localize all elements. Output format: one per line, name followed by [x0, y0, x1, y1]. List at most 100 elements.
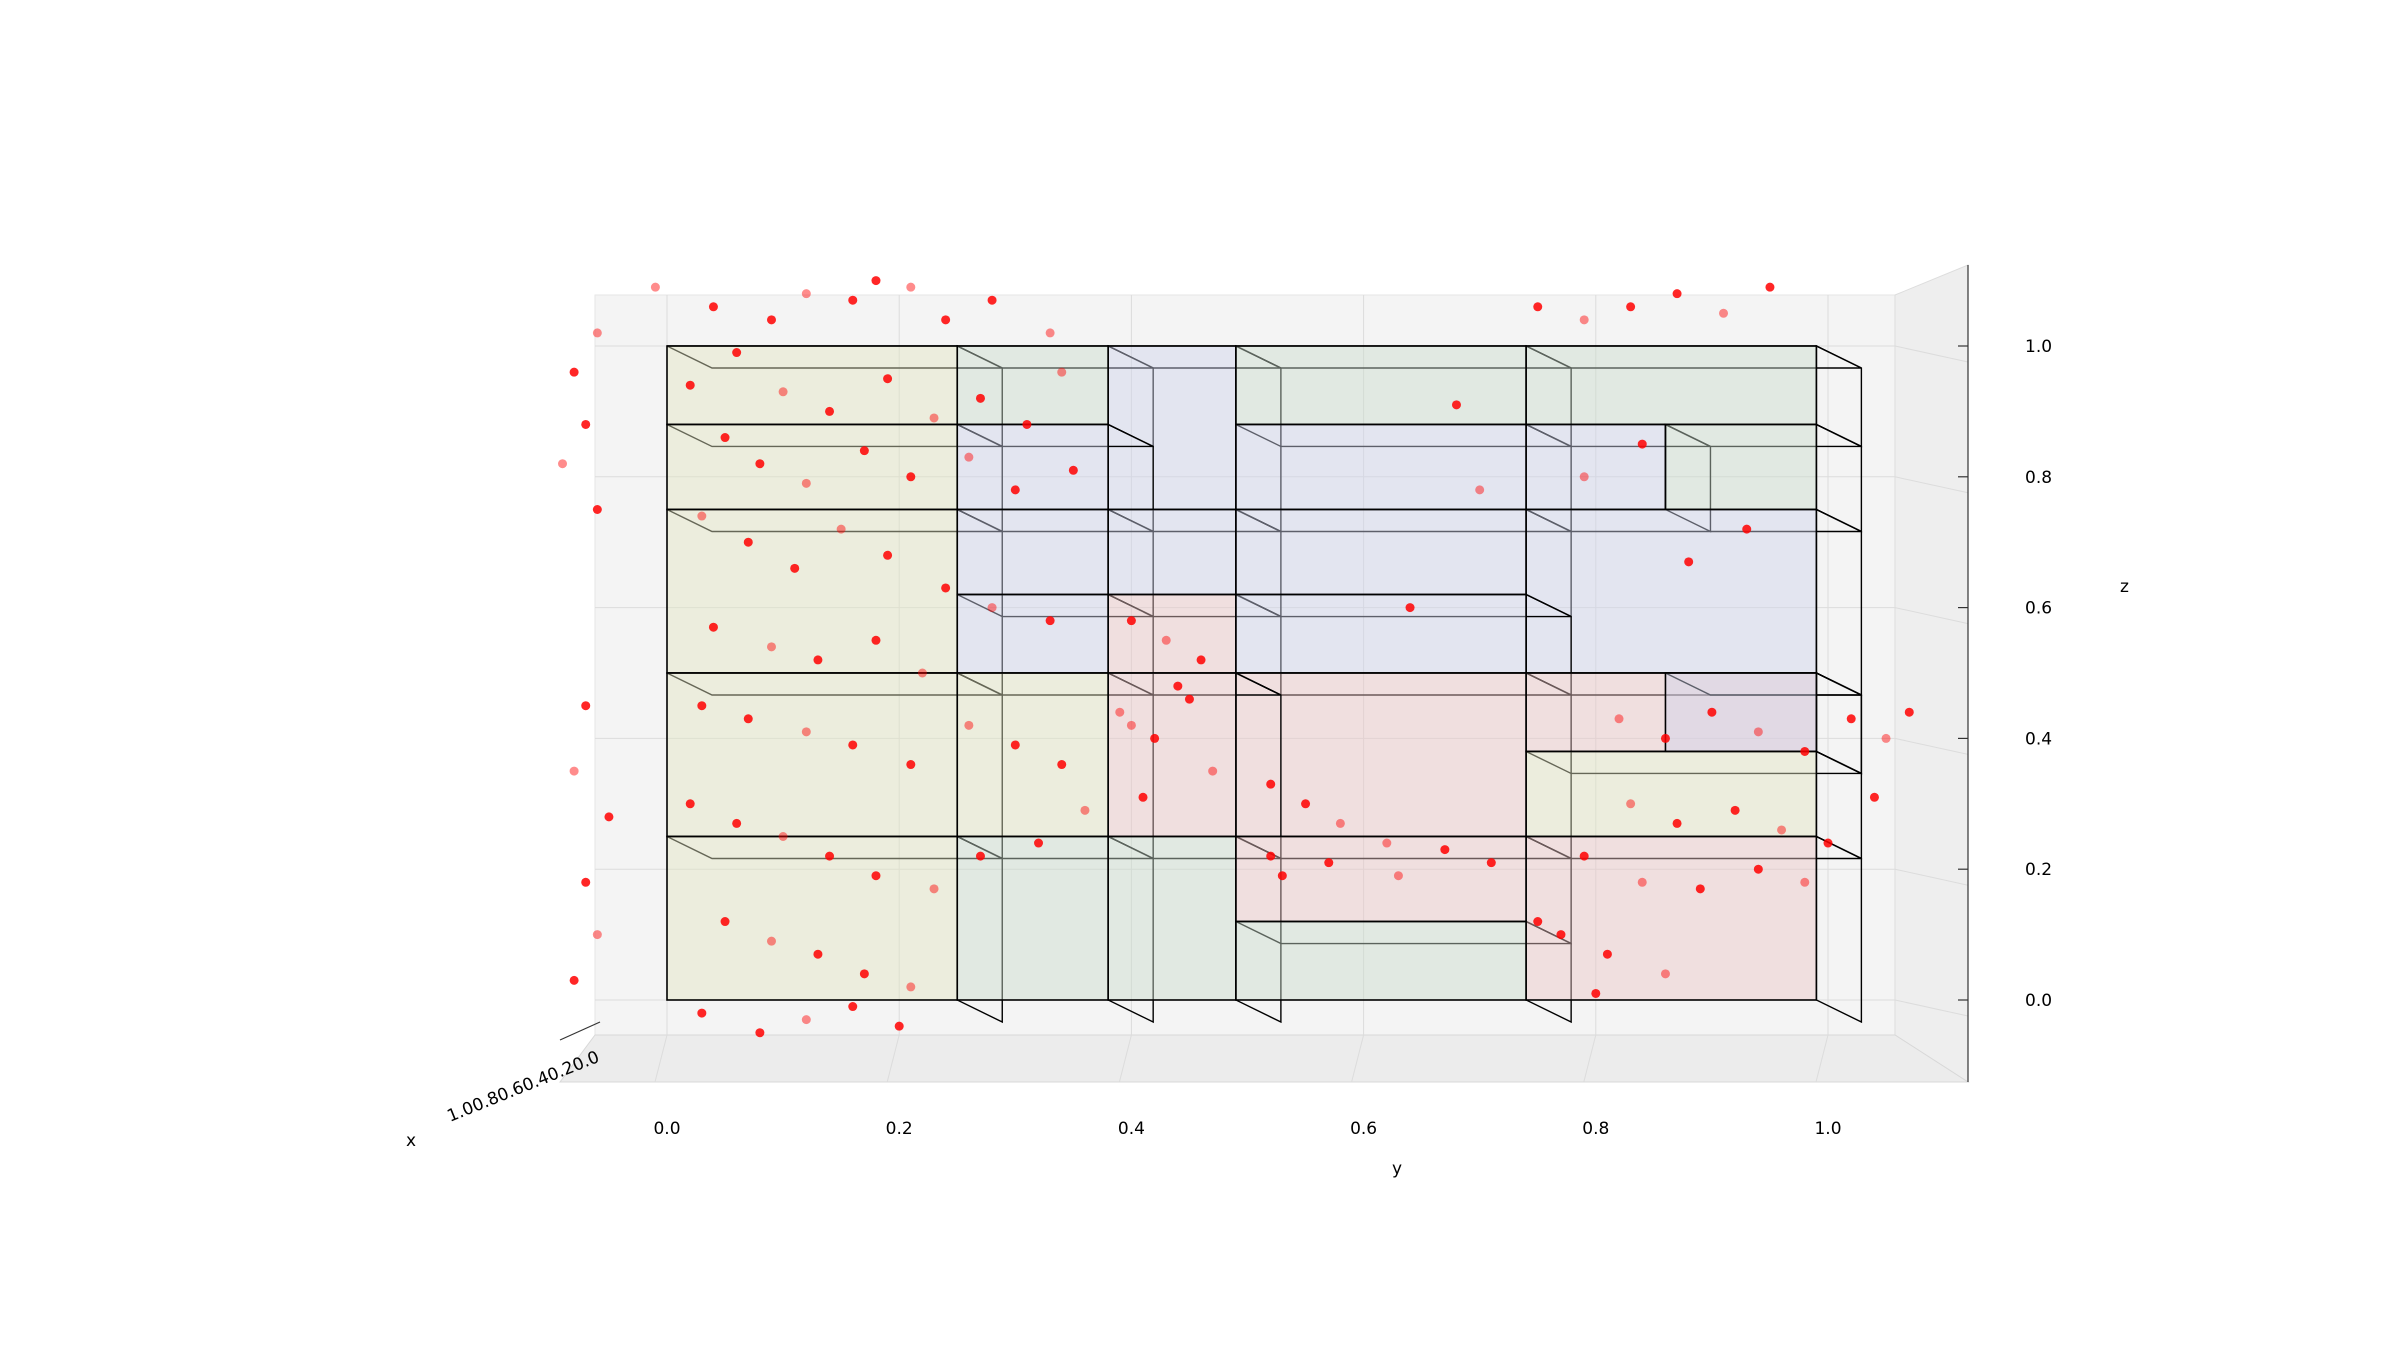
y-tick-label: 0.8 — [1582, 1119, 1609, 1139]
scatter-point — [1777, 825, 1787, 835]
box — [1664, 671, 1863, 775]
scatter-point — [871, 635, 881, 645]
grid-line-side — [1894, 345, 1969, 363]
scatter-point — [848, 295, 858, 305]
scatter-point — [1730, 805, 1740, 815]
scatter-point — [801, 289, 811, 299]
scatter-point — [1034, 838, 1044, 848]
scatter-point — [975, 851, 985, 861]
box-front-face — [956, 345, 1109, 426]
box-front-face — [666, 508, 959, 674]
scatter-point — [848, 740, 858, 750]
scatter-point — [813, 655, 823, 665]
grid-line-side — [1894, 607, 1969, 625]
z-tick-label: 0.4 — [2025, 729, 2052, 749]
box — [1235, 508, 1572, 618]
scatter-point — [778, 832, 788, 841]
scatter-point — [592, 328, 602, 338]
scatter-point — [592, 505, 602, 514]
box-front-face — [956, 593, 1109, 674]
y-tick-label: 1.0 — [1814, 1119, 1841, 1139]
scatter-point — [1126, 616, 1136, 626]
scatter-point — [1602, 949, 1612, 959]
axes-panes — [559, 264, 1970, 1083]
scatter-point — [569, 367, 579, 377]
y-tick-label: 0.6 — [1350, 1119, 1377, 1139]
scatter-point — [1626, 302, 1636, 312]
scatter-point — [825, 851, 835, 861]
box — [1525, 344, 1863, 448]
x-tick-labels: 1.00.80.60.40.20.0 — [444, 1047, 602, 1126]
scatter-point — [1533, 917, 1543, 927]
scatter-point — [1800, 877, 1810, 887]
scatter-point — [1672, 289, 1682, 299]
scatter-point — [987, 295, 997, 305]
grid-line-side — [1894, 868, 1969, 886]
scatter-point — [1707, 707, 1717, 717]
scatter-point — [569, 975, 579, 985]
y-axis-label: y — [1392, 1159, 1402, 1179]
scatter-point — [1266, 851, 1276, 861]
scatter-point — [871, 276, 881, 286]
scatter-point — [1881, 733, 1891, 743]
box-front-face — [1107, 593, 1237, 674]
box-front-face — [956, 835, 1109, 1001]
box-front-face — [1107, 345, 1237, 511]
box-front-face — [1235, 508, 1527, 596]
scatter-point — [1196, 655, 1206, 665]
box-front-face — [1235, 672, 1527, 838]
scatter-point — [1382, 838, 1392, 848]
grid-line-floor — [1351, 1034, 1365, 1083]
scatter-point — [894, 1021, 904, 1031]
grid-line-floor — [886, 1034, 900, 1083]
box-front-face — [666, 835, 959, 1001]
scatter-point — [1556, 930, 1566, 940]
scatter-point — [1637, 439, 1647, 449]
axes — [559, 265, 1969, 1082]
scatter-point — [732, 348, 742, 358]
grid-line-floor — [654, 1034, 668, 1083]
grid-line-floor — [1815, 1034, 1829, 1083]
scatter-point — [1823, 838, 1833, 848]
z-tick-label: 0.8 — [2025, 468, 2052, 488]
scatter-point — [766, 642, 776, 652]
box — [1107, 835, 1282, 1024]
boxes — [666, 344, 1863, 1024]
scatter-point — [1719, 308, 1729, 318]
scatter-point — [708, 302, 718, 312]
scatter-point — [1138, 792, 1148, 802]
scatter-point — [581, 701, 591, 711]
box — [1235, 344, 1572, 448]
scatter-point — [1324, 858, 1334, 868]
scatter-point — [813, 949, 823, 959]
grid-line-side — [1894, 737, 1969, 755]
box-front-face — [956, 508, 1109, 596]
z-tick-label: 1.0 — [2025, 337, 2052, 357]
scatter-point — [1126, 720, 1136, 730]
scatter-point — [801, 478, 811, 488]
scatter-point — [1475, 485, 1485, 495]
scatter-point — [1579, 472, 1589, 482]
scatter-point — [1753, 864, 1763, 874]
scatter-point — [708, 622, 718, 632]
scatter-point — [685, 799, 695, 809]
scatter-point — [801, 1015, 811, 1025]
y-tick-label: 0.2 — [886, 1119, 913, 1139]
side-pane — [1894, 264, 1969, 1083]
scatter-point — [592, 930, 602, 940]
scatter-point — [1010, 485, 1020, 495]
scatter-point — [1846, 714, 1856, 724]
box-front-face — [1525, 750, 1818, 838]
scatter-point — [1695, 884, 1705, 894]
grid-line-side — [1894, 999, 1969, 1017]
x-axis-line — [559, 1021, 601, 1041]
scatter-point — [1626, 799, 1636, 809]
scatter-point — [1393, 871, 1403, 881]
scatter-point — [1115, 707, 1125, 717]
scatter-point — [929, 413, 939, 423]
scatter-point — [1742, 524, 1752, 534]
scatter-point — [859, 446, 869, 456]
scatter-point — [1591, 988, 1601, 998]
box-front-face — [1107, 672, 1237, 838]
scatter-point — [685, 380, 695, 390]
